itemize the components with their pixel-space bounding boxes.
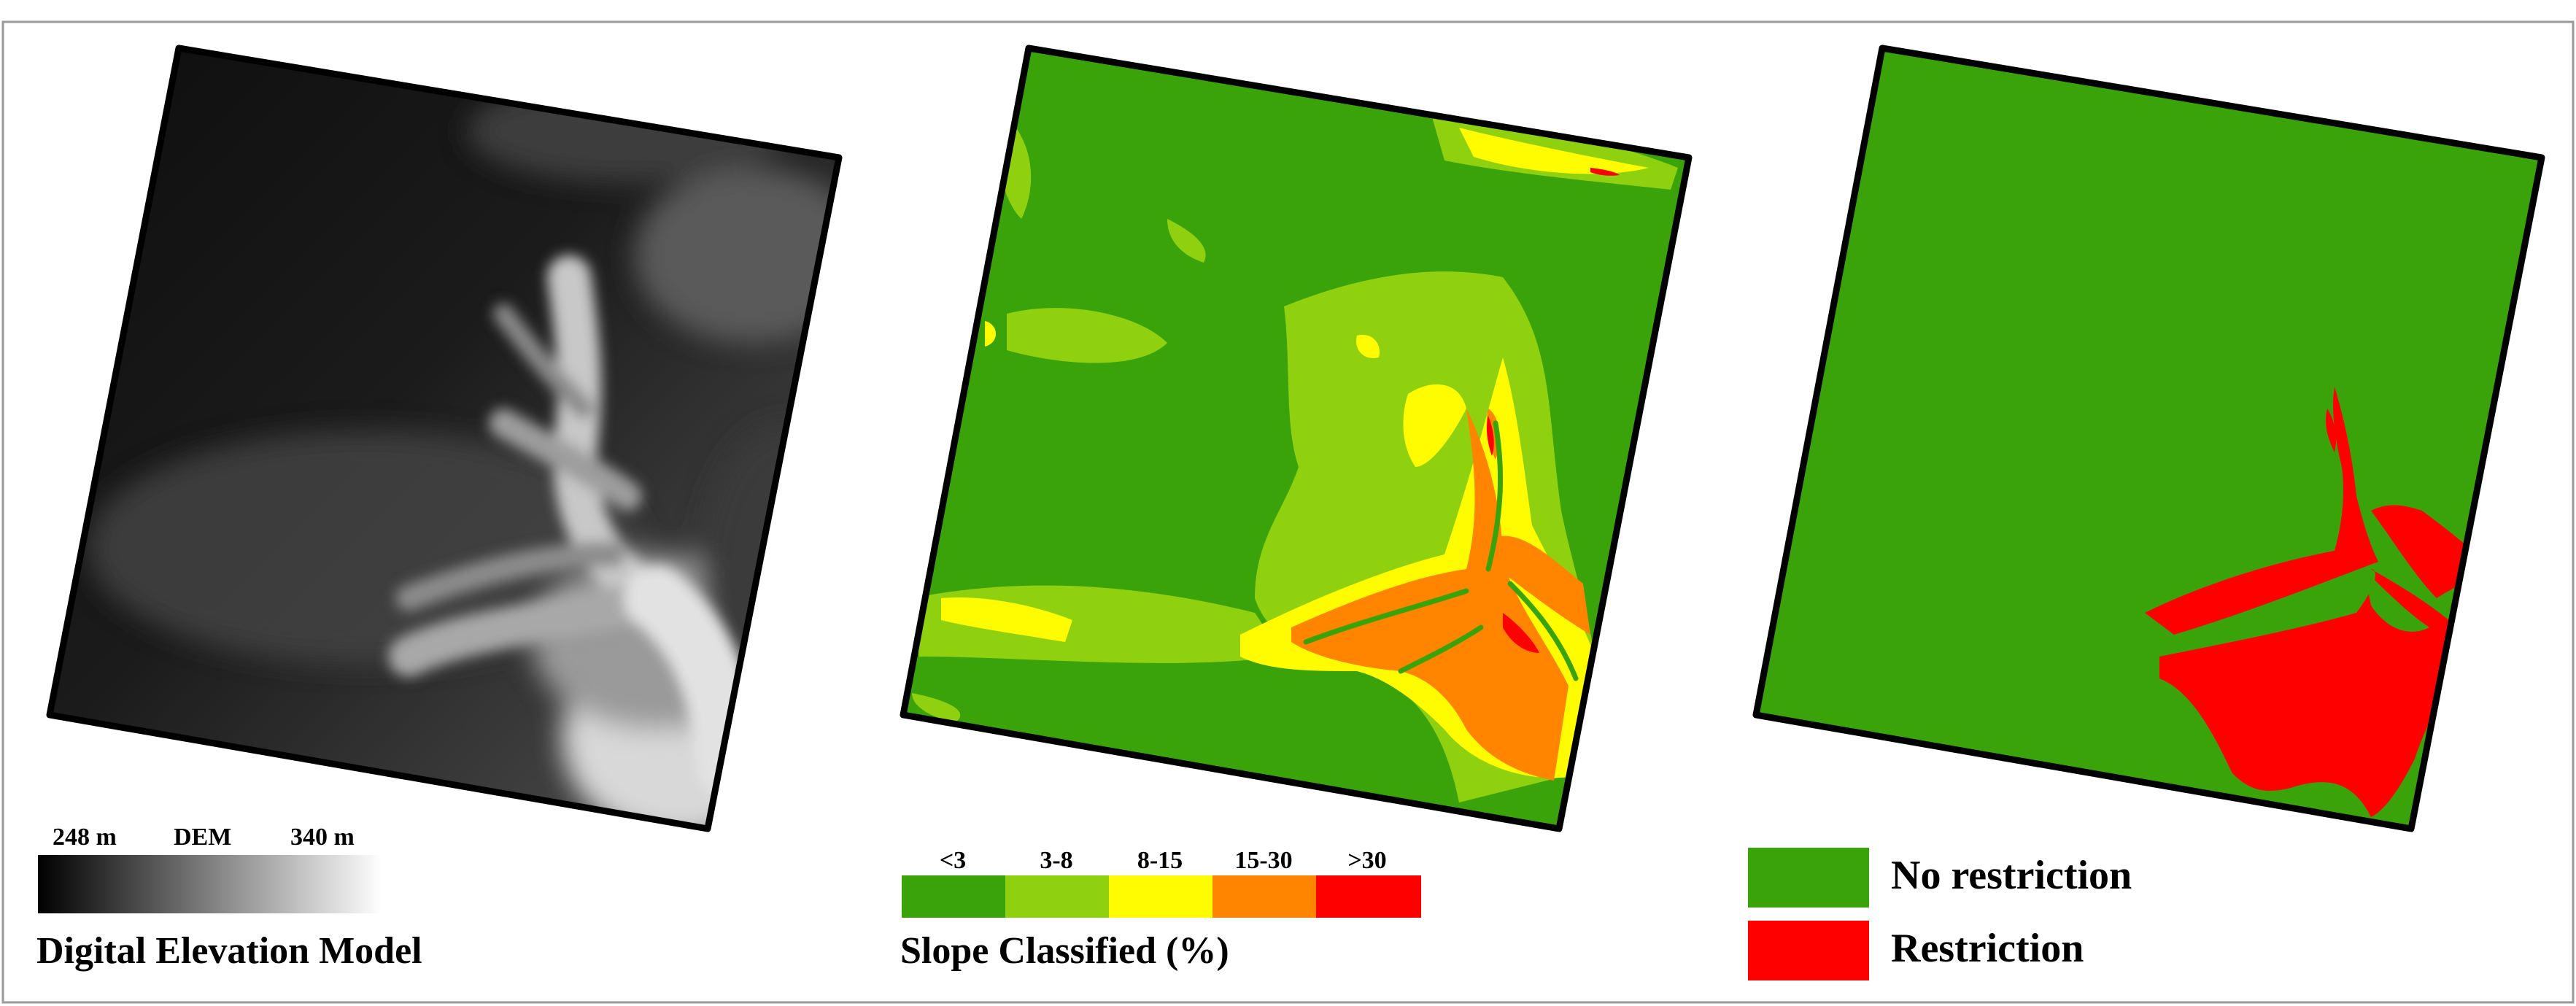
- restriction-swatch: [1748, 921, 1869, 980]
- slope-class-5-label: >30: [1347, 847, 1386, 874]
- dem-legend-title: DEM: [174, 824, 231, 851]
- slope-class-3-label: 8-15: [1137, 847, 1183, 874]
- dem-gradient-bar: [38, 855, 382, 913]
- restriction-label: Restriction: [1891, 926, 2084, 971]
- no-restriction-swatch: [1748, 848, 1869, 908]
- slope-class-2-swatch: [1005, 875, 1109, 918]
- dem-legend-max: 340 m: [290, 824, 355, 851]
- dem-legend: 248 m DEM 340 m: [38, 824, 382, 913]
- slope-class-1: <3: [902, 847, 1005, 918]
- no-restriction-label: No restriction: [1891, 853, 2132, 898]
- slope-map-frame: [900, 45, 1693, 832]
- dem-panel-title: Digital Elevation Model: [36, 930, 422, 972]
- restriction-map: [1756, 48, 2542, 829]
- slope-panel-title: Slope Classified (%): [900, 930, 1229, 972]
- legend-restriction: Restriction: [1748, 921, 2084, 980]
- slope-legend: <3 3-8 8-15 15-30 >30: [902, 847, 1421, 918]
- slope-class-5: >30: [1316, 847, 1421, 918]
- slope-class-4-swatch: [1212, 875, 1316, 918]
- slope-class-5-swatch: [1316, 875, 1421, 918]
- legend-no-restriction: No restriction: [1748, 848, 2132, 908]
- slope-class-1-label: <3: [940, 847, 966, 874]
- slope-class-3-swatch: [1109, 875, 1212, 918]
- slope-class-2-label: 3-8: [1040, 847, 1072, 874]
- slope-class-1-swatch: [902, 875, 1005, 918]
- restriction-legend: No restriction Restriction: [1748, 848, 2132, 980]
- slope-class-4-label: 15-30: [1234, 847, 1292, 874]
- dem-map: [50, 48, 839, 829]
- figure-border: [1, 20, 2575, 1004]
- slope-class-3: 8-15: [1109, 847, 1212, 918]
- dem-legend-min: 248 m: [53, 824, 117, 851]
- slope-class-4: 15-30: [1212, 847, 1316, 918]
- dem-map-frame: [46, 45, 843, 832]
- slope-map: [903, 48, 1689, 829]
- restriction-map-frame: [1752, 45, 2545, 832]
- slope-class-2: 3-8: [1005, 847, 1109, 918]
